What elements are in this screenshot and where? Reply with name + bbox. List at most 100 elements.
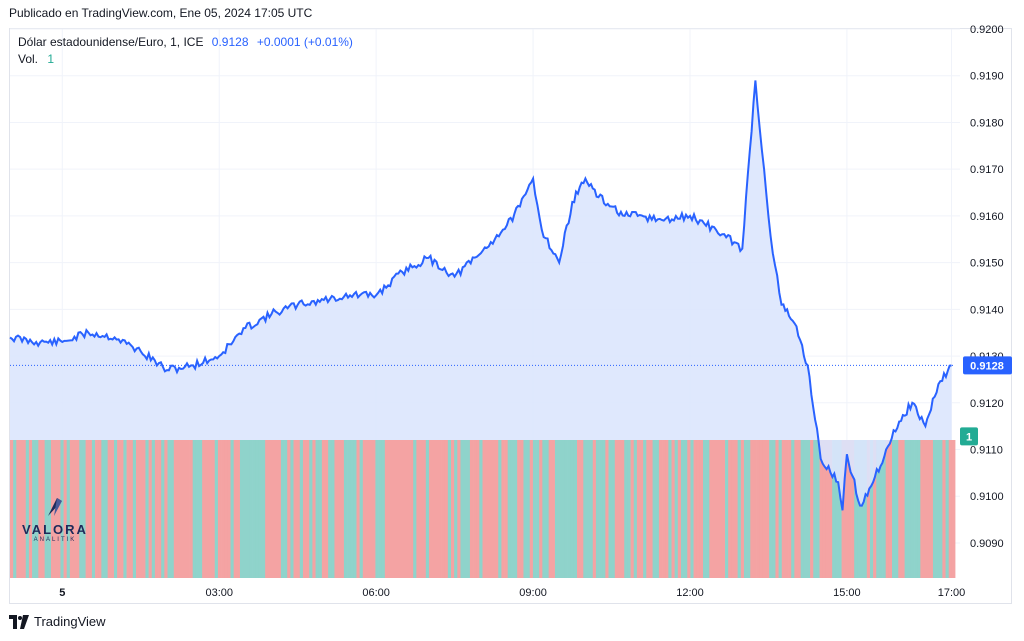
volume-value: 1: [47, 52, 55, 66]
volume-bar: [287, 440, 291, 578]
volume-bar: [932, 440, 937, 578]
volume-bar: [350, 440, 354, 578]
volume-bar: [274, 440, 279, 578]
volume-bar: [608, 440, 613, 578]
volume-bar: [630, 440, 635, 578]
volume-bar: [869, 440, 874, 578]
volume-bar: [205, 440, 209, 578]
volume-bar: [340, 440, 345, 578]
volume-bar: [444, 440, 449, 578]
volume-bar: [677, 440, 682, 578]
volume-bar: [504, 440, 509, 578]
volume-bar: [772, 440, 776, 578]
volume-bar: [832, 440, 836, 578]
volume-bar: [806, 440, 811, 578]
volume-bar: [208, 440, 212, 578]
volume-bar: [428, 440, 433, 578]
volume-bar: [129, 440, 134, 578]
volume-bar: [762, 440, 767, 578]
volume-bar: [217, 440, 222, 578]
volume-bar: [709, 440, 713, 578]
volume-bar: [479, 440, 483, 578]
volume-bar: [104, 440, 109, 578]
volume-bar: [268, 440, 272, 578]
volume-bar: [914, 440, 918, 578]
volume-bar: [876, 440, 880, 578]
volume-bar: [851, 440, 855, 578]
volume-bar: [756, 440, 761, 578]
volume-bar: [643, 440, 647, 578]
volume-bar: [514, 440, 518, 578]
volume-bar: [126, 440, 131, 578]
volume-bar: [183, 440, 187, 578]
symbol-title[interactable]: Dólar estadounidense/Euro, 1, ICE: [18, 35, 204, 49]
volume-bar: [655, 440, 660, 578]
y-tick-label: 0.9150: [970, 258, 1004, 270]
volume-bar: [381, 440, 386, 578]
volume-bar: [394, 440, 398, 578]
volume-bar: [82, 440, 86, 578]
volume-bar: [498, 440, 502, 578]
volume-bar: [38, 440, 42, 578]
volume-bar: [161, 440, 165, 578]
volume-bar: [611, 440, 616, 578]
volume-bar: [665, 440, 669, 578]
volume-bar: [907, 440, 912, 578]
volume-bar: [652, 440, 657, 578]
volume-bar: [640, 440, 644, 578]
y-tick-label: 0.9100: [970, 491, 1004, 503]
volume-bar: [227, 440, 231, 578]
volume-bar: [526, 440, 531, 578]
volume-bar: [164, 440, 168, 578]
volume-bar: [580, 440, 584, 578]
volume-bar: [233, 440, 238, 578]
volume-bar: [816, 440, 820, 578]
volume-bar: [438, 440, 442, 578]
volume-bar: [536, 440, 540, 578]
volume-bar: [343, 440, 348, 578]
volume-bar: [378, 440, 383, 578]
volume-bar: [435, 440, 439, 578]
volume-bar: [25, 440, 30, 578]
volume-bar: [488, 440, 493, 578]
x-tick-label: 09:00: [519, 587, 547, 599]
volume-bar: [523, 440, 527, 578]
volume-bar: [403, 440, 408, 578]
volume-bar: [885, 440, 890, 578]
volume-bar: [866, 440, 871, 578]
volume-bar: [290, 440, 294, 578]
volume-bar: [910, 440, 915, 578]
volume-bar: [214, 440, 219, 578]
volume-bar: [95, 440, 99, 578]
volume-bar: [835, 440, 839, 578]
volume-bar: [447, 440, 452, 578]
volume-bar: [743, 440, 748, 578]
volume-bar: [857, 440, 861, 578]
volume-bar: [262, 440, 266, 578]
volume-bar: [520, 440, 524, 578]
published-caption: Publicado en TradingView.com, Ene 05, 20…: [9, 6, 313, 20]
volume-bar: [753, 440, 757, 578]
volume-bar: [917, 440, 921, 578]
volume-bar: [649, 440, 653, 578]
volume-bar: [22, 440, 27, 578]
volume-bar: [882, 440, 887, 578]
y-tick-label: 0.9110: [970, 445, 1003, 457]
footer[interactable]: TradingView: [9, 614, 106, 629]
volume-bar: [293, 440, 298, 578]
volume-bar: [690, 440, 694, 578]
volume-bar: [47, 440, 52, 578]
volume-bar: [76, 440, 80, 578]
volume-bar: [441, 440, 446, 578]
volume-bar: [192, 440, 197, 578]
volume-bar: [558, 440, 562, 578]
volume-bar: [769, 440, 773, 578]
volume-bar: [712, 440, 716, 578]
y-tick-label: 0.9120: [970, 398, 1004, 410]
volume-bar: [180, 440, 184, 578]
y-tick-label: 0.9160: [970, 211, 1004, 223]
volume-bar: [410, 440, 414, 578]
volume-bar: [60, 440, 64, 578]
volume-bar: [775, 440, 779, 578]
